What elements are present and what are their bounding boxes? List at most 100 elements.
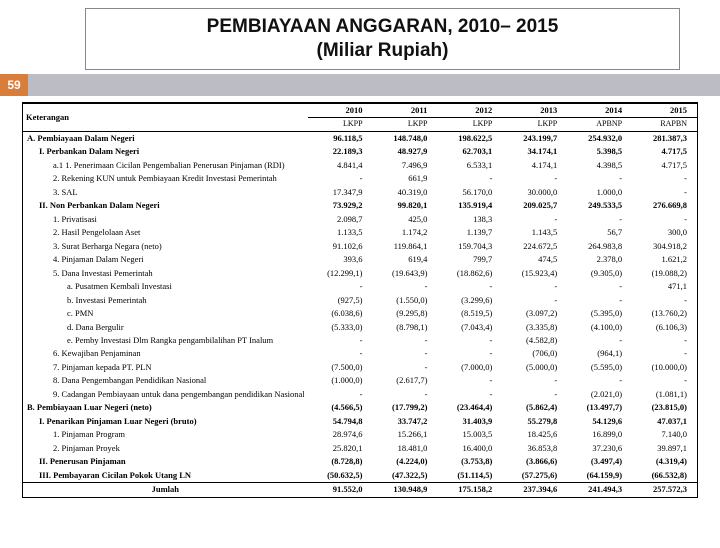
cell-value: (706,0)	[502, 347, 567, 360]
table-row: a. Pusatmen Kembali Investasi-----471,1	[23, 280, 697, 293]
cell-value: -	[308, 280, 373, 293]
table-row: A. Pembiayaan Dalam Negeri96.118,5148.74…	[23, 131, 697, 145]
slide-title: PEMBIAYAAN ANGGARAN, 2010– 2015 (Miliar …	[85, 8, 680, 70]
cell-value: -	[437, 374, 502, 387]
cell-value: (1.081,1)	[632, 388, 697, 401]
table-row: b. Investasi Pemerintah(927,5)(1.550,0)(…	[23, 294, 697, 307]
cell-value: 15.266,1	[373, 428, 438, 441]
cell-value: 96.118,5	[308, 131, 373, 145]
row-label: a. Pusatmen Kembali Investasi	[23, 280, 308, 293]
slide-bar-fill	[28, 74, 720, 96]
table-row: d. Dana Bergulir(5.333,0)(8.798,1)(7.043…	[23, 321, 697, 334]
cell-value: 34.174,1	[502, 145, 567, 158]
total-value: 241.494,3	[567, 483, 632, 497]
total-value: 257.572,3	[632, 483, 697, 497]
cell-value: 16.400,0	[437, 442, 502, 455]
header-year-5: 2015	[632, 103, 697, 117]
cell-value: (5.595,0)	[567, 361, 632, 374]
cell-value: (4.224,0)	[373, 455, 438, 468]
cell-value: -	[437, 172, 502, 185]
header-sub-1: LKPP	[373, 117, 438, 131]
cell-value: (8.798,1)	[373, 321, 438, 334]
cell-value: (9.305,0)	[567, 267, 632, 280]
row-label: d. Dana Bergulir	[23, 321, 308, 334]
cell-value: (2.021,0)	[567, 388, 632, 401]
header-year-3: 2013	[502, 103, 567, 117]
cell-value: 17.347,9	[308, 186, 373, 199]
cell-value: (964,1)	[567, 347, 632, 360]
cell-value: (927,5)	[308, 294, 373, 307]
table-row: 2. Rekening KUN untuk Pembiayaan Kredit …	[23, 172, 697, 185]
header-sub-4: APBNP	[567, 117, 632, 131]
cell-value: 91.102,6	[308, 240, 373, 253]
cell-value: 1.621,2	[632, 253, 697, 266]
cell-value: -	[373, 347, 438, 360]
cell-value: (19.643,9)	[373, 267, 438, 280]
header-keterangan: Keterangan	[23, 103, 308, 131]
cell-value: -	[567, 213, 632, 226]
row-label: II. Non Perbankan Dalam Negeri	[23, 199, 308, 212]
cell-value: 47.037,1	[632, 415, 697, 428]
cell-value: 7.140,0	[632, 428, 697, 441]
table-row: II. Non Perbankan Dalam Negeri73.929,299…	[23, 199, 697, 212]
cell-value: 661,9	[373, 172, 438, 185]
row-label: e. Pemby Investasi Dlm Rangka pengambila…	[23, 334, 308, 347]
row-label: 8. Dana Pengembangan Pendidikan Nasional	[23, 374, 308, 387]
row-label: 7. Pinjaman kepada PT. PLN	[23, 361, 308, 374]
cell-value: (10.000,0)	[632, 361, 697, 374]
cell-value: 4.398,5	[567, 159, 632, 172]
cell-value: 36.853,8	[502, 442, 567, 455]
cell-value: -	[632, 347, 697, 360]
cell-value: -	[373, 280, 438, 293]
row-label: 1. Pinjaman Program	[23, 428, 308, 441]
row-label: 5. Dana Investasi Pemerintah	[23, 267, 308, 280]
table-row: c. PMN(6.038,6)(9.295,8)(8.519,5)(3.097,…	[23, 307, 697, 320]
cell-value: -	[502, 374, 567, 387]
row-label: 1. Privatisasi	[23, 213, 308, 226]
cell-value: 264.983,8	[567, 240, 632, 253]
cell-value: 40.319,0	[373, 186, 438, 199]
cell-value: -	[567, 172, 632, 185]
total-label: Jumlah	[23, 483, 308, 497]
row-label: c. PMN	[23, 307, 308, 320]
row-label: 3. Surat Berharga Negara (neto)	[23, 240, 308, 253]
cell-value: -	[632, 186, 697, 199]
cell-value: 99.820,1	[373, 199, 438, 212]
cell-value: (3.097,2)	[502, 307, 567, 320]
cell-value: 22.189,3	[308, 145, 373, 158]
cell-value: 6.533,1	[437, 159, 502, 172]
cell-value: (2.617,7)	[373, 374, 438, 387]
cell-value: (57.275,6)	[502, 469, 567, 483]
header-sub-3: LKPP	[502, 117, 567, 131]
cell-value: 2.098,7	[308, 213, 373, 226]
cell-value: (12.299,1)	[308, 267, 373, 280]
row-label: 2. Hasil Pengelolaan Aset	[23, 226, 308, 239]
cell-value: (5.333,0)	[308, 321, 373, 334]
cell-value: -	[308, 347, 373, 360]
cell-value: 281.387,3	[632, 131, 697, 145]
cell-value: 425,0	[373, 213, 438, 226]
table-header: Keterangan 2010 2011 2012 2013 2014 2015…	[23, 103, 697, 131]
cell-value: (7.043,4)	[437, 321, 502, 334]
cell-value: 135.919,4	[437, 199, 502, 212]
cell-value: -	[567, 374, 632, 387]
cell-value: (19.088,2)	[632, 267, 697, 280]
cell-value: 4.717,5	[632, 145, 697, 158]
cell-value: (4.566,5)	[308, 401, 373, 414]
cell-value: -	[632, 213, 697, 226]
slide-number: 59	[0, 74, 28, 96]
cell-value: -	[632, 294, 697, 307]
table-row: 1. Pinjaman Program28.974,615.266,115.00…	[23, 428, 697, 441]
cell-value: 138,3	[437, 213, 502, 226]
header-sub-5: RAPBN	[632, 117, 697, 131]
table-row: II. Penerusan Pinjaman(8.728,8)(4.224,0)…	[23, 455, 697, 468]
cell-value: 25.820,1	[308, 442, 373, 455]
cell-value: -	[437, 388, 502, 401]
cell-value: 304.918,2	[632, 240, 697, 253]
cell-value: 209.025,7	[502, 199, 567, 212]
cell-value: (8.519,5)	[437, 307, 502, 320]
table-row: 5. Dana Investasi Pemerintah(12.299,1)(1…	[23, 267, 697, 280]
header-sub-2: LKPP	[437, 117, 502, 131]
row-label: I. Penarikan Pinjaman Luar Negeri (bruto…	[23, 415, 308, 428]
cell-value: 198.622,5	[437, 131, 502, 145]
